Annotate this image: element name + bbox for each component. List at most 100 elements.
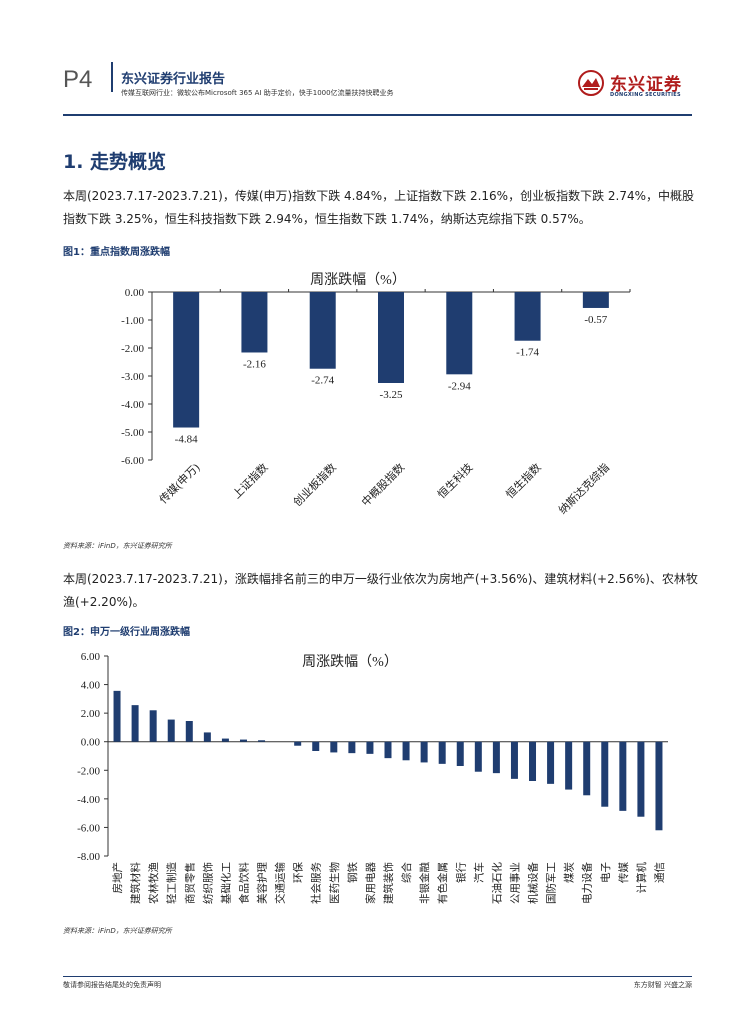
chart2-category-label: 汽车 bbox=[472, 862, 485, 883]
chart2-category-label: 传媒 bbox=[617, 862, 630, 883]
chart1-data-label: -3.25 bbox=[380, 389, 403, 401]
chart1-category-label: 传媒(申万) bbox=[157, 461, 203, 507]
chart1-bar bbox=[514, 292, 541, 341]
figure1-caption: 图1：重点指数周涨跌幅 bbox=[63, 247, 170, 258]
chart1-bar bbox=[582, 292, 609, 308]
section-heading: 1. 走势概览 bbox=[63, 151, 167, 173]
chart2-bar bbox=[258, 740, 266, 742]
chart2-bar bbox=[583, 741, 591, 796]
chart2-category-label: 有色金属 bbox=[436, 862, 449, 904]
chart2-category-label: 计算机 bbox=[635, 862, 648, 894]
chart1-category-label: 中概股指数 bbox=[358, 460, 407, 509]
chart2-category-label: 纺织服饰 bbox=[201, 862, 214, 904]
chart2-category-label: 基础化工 bbox=[219, 862, 232, 904]
chart2-y-tick-label: -6.00 bbox=[77, 822, 100, 834]
footer-disclaimer: 敬请参阅报告结尾处的免责声明 bbox=[63, 981, 161, 989]
chart1-bar bbox=[309, 292, 336, 369]
chart2-bar bbox=[619, 741, 627, 811]
chart1-category-label: 恒生指数 bbox=[503, 460, 544, 501]
chart2-bar bbox=[203, 732, 211, 742]
chart2-category-label: 机械设备 bbox=[527, 862, 540, 904]
chart2-y-tick-label: 6.00 bbox=[81, 651, 101, 663]
chart2-bar bbox=[330, 741, 338, 753]
header-divider bbox=[111, 62, 113, 92]
chart2-bar bbox=[185, 721, 193, 742]
chart2-bar bbox=[131, 705, 139, 742]
chart2-bar bbox=[456, 741, 464, 766]
chart2-category-label: 银行 bbox=[454, 862, 467, 883]
chart-industry-weekly-change: 周涨跌幅（%） 6.00 4.00 2.00 0.00 -2.00 -4.00 -6.00 -… bbox=[77, 651, 668, 904]
chart2-category-label: 非银金融 bbox=[418, 862, 431, 904]
chart2-bar bbox=[510, 741, 518, 779]
chart2-category-label: 房地产 bbox=[111, 862, 124, 894]
chart1-category-label: 创业板指数 bbox=[290, 460, 339, 509]
chart2-category-label: 交通运输 bbox=[274, 862, 287, 904]
chart1-bar bbox=[241, 292, 268, 353]
chart2-category-label: 电子 bbox=[599, 862, 612, 883]
chart1-y-tick-label: -1.00 bbox=[121, 315, 144, 327]
chart1-y-tick-label: -2.00 bbox=[121, 343, 144, 355]
chart2-bar bbox=[384, 741, 392, 759]
chart2-category-label: 美容护理 bbox=[256, 862, 269, 904]
chart2-category-label: 电力设备 bbox=[581, 862, 594, 904]
report-type-title: 东兴证券行业报告 bbox=[121, 72, 226, 87]
chart1-category-label: 纳斯达克综指 bbox=[555, 460, 612, 517]
chart2-bar bbox=[366, 741, 374, 754]
chart2-category-label: 建筑材料 bbox=[129, 862, 142, 904]
chart2-bar bbox=[565, 741, 573, 790]
chart2-bar bbox=[547, 741, 555, 784]
chart2-category-label: 煤炭 bbox=[563, 862, 576, 884]
chart1-category-label: 恒生科技 bbox=[434, 460, 475, 501]
chart1-y-tick-label: -3.00 bbox=[121, 371, 144, 383]
chart2-bar bbox=[402, 741, 410, 761]
page-number: P4 bbox=[63, 66, 93, 93]
chart2-bar bbox=[492, 741, 500, 774]
chart2-bar bbox=[348, 741, 356, 754]
chart-index-weekly-change: 周涨跌幅（%） 0.00 -1.00 -2.00 -3.00 -4.00 -5.00 -6.… bbox=[121, 272, 631, 517]
chart2-y-tick-label: 2.00 bbox=[81, 708, 101, 720]
logo-text-en: DONGXING SECURITIES bbox=[610, 92, 681, 98]
chart1-data-label: -4.84 bbox=[175, 434, 198, 446]
chart2-bar bbox=[312, 741, 320, 751]
paragraph-index-summary: 本周(2023.7.17-2023.7.21)，传媒(申万)指数下跌 4.84%… bbox=[63, 189, 695, 226]
chart2-y-tick-label: -2.00 bbox=[77, 765, 100, 777]
chart2-category-label: 社会服务 bbox=[310, 862, 323, 904]
chart2-bar bbox=[239, 739, 247, 742]
chart2-bar bbox=[149, 710, 157, 742]
chart1-data-label: -2.94 bbox=[448, 380, 471, 392]
chart2-bar bbox=[529, 741, 537, 781]
chart2-category-label: 家用电器 bbox=[364, 862, 377, 904]
chart2-category-label: 环保 bbox=[292, 862, 305, 883]
chart2-bar bbox=[167, 719, 175, 742]
chart2-category-label: 医药生物 bbox=[328, 862, 341, 904]
figure2-source: 资料来源：iFinD，东兴证券研究所 bbox=[63, 927, 172, 935]
chart2-category-label: 公用事业 bbox=[508, 862, 521, 904]
chart1-y-tick-label: 0.00 bbox=[125, 287, 145, 299]
chart2-bar bbox=[113, 690, 121, 742]
chart2-bar bbox=[637, 741, 645, 817]
chart1-data-label: -2.74 bbox=[311, 375, 334, 387]
chart2-category-label: 建筑装饰 bbox=[382, 862, 395, 904]
chart2-bar bbox=[655, 741, 663, 831]
chart2-category-label: 轻工制造 bbox=[165, 862, 178, 904]
chart2-bar bbox=[294, 741, 302, 746]
figure1-source: 资料来源：iFinD，东兴证券研究所 bbox=[63, 542, 172, 550]
chart2-y-tick-label: 0.00 bbox=[81, 737, 101, 749]
chart1-bar bbox=[173, 292, 200, 428]
paragraph-industry-summary: 本周(2023.7.17-2023.7.21)，涨跌幅排名前三的申万一级行业依次… bbox=[63, 572, 698, 609]
chart1-y-tick-label: -5.00 bbox=[121, 427, 144, 439]
chart2-bar bbox=[601, 741, 609, 807]
chart2-y-tick-label: -4.00 bbox=[77, 794, 100, 806]
chart1-y-tick-label: -4.00 bbox=[121, 399, 144, 411]
chart2-category-label: 食品饮料 bbox=[237, 862, 250, 904]
header-rule bbox=[63, 114, 692, 116]
chart2-category-label: 国防军工 bbox=[545, 862, 558, 904]
chart1-title: 周涨跌幅（%） bbox=[310, 272, 406, 288]
chart2-category-label: 农林牧渔 bbox=[147, 862, 160, 904]
chart2-y-tick-label: -8.00 bbox=[77, 851, 100, 863]
chart2-y-tick-label: 4.00 bbox=[81, 680, 101, 692]
report-subtitle: 传媒互联网行业：微软公布Microsoft 365 AI 助手定价，快手1000… bbox=[121, 89, 394, 97]
chart2-category-label: 综合 bbox=[400, 862, 413, 883]
chart2-category-label: 商贸零售 bbox=[183, 862, 196, 904]
chart1-y-tick-label: -6.00 bbox=[121, 455, 144, 467]
